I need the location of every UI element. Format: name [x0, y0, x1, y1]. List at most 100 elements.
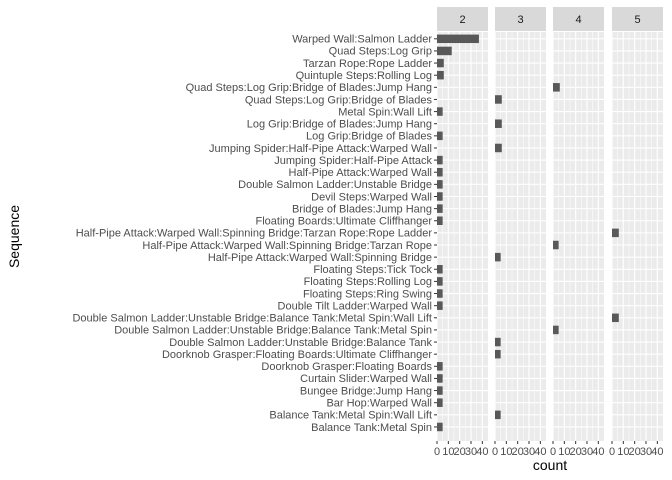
x-tick-label: 20 [629, 446, 641, 458]
y-tick-label: Devil Steps:Warped Wall [311, 191, 432, 203]
bar [437, 155, 443, 165]
y-tick-label: Double Tilt Ladder:Warped Wall [278, 300, 432, 312]
y-tick-label: Half-Pipe Attack:Warped Wall:Spinning Br… [76, 228, 433, 240]
bar [495, 143, 502, 153]
bar [437, 301, 443, 310]
y-tick-label: Balance Tank:Metal Spin:Wall Lift [269, 410, 432, 422]
bar [437, 192, 443, 201]
y-tick-label: Half-Pipe Attack:Warped Wall:Spinning Br… [142, 240, 432, 252]
y-tick-label: Quintuple Steps:Rolling Log [296, 70, 432, 82]
y-tick-label: Double Salmon Ladder:Unstable Bridge [238, 179, 432, 191]
y-tick-label: Curtain Slider:Warped Wall [300, 373, 432, 385]
bar [495, 410, 501, 420]
x-tick-label: 0 [492, 446, 498, 458]
y-tick-label: Doorknob Grasper:Floating Boards [261, 361, 432, 373]
facet-panel-2: 20 10 20 30 40 [434, 7, 488, 458]
x-tick-label: 40 [534, 446, 546, 458]
x-tick-label: 40 [476, 446, 488, 458]
bar [437, 58, 444, 68]
y-tick-label: Jumping Spider:Half-Pipe Attack [274, 155, 432, 167]
x-tick-label: 20 [454, 446, 466, 458]
x-tick-label: 10 [442, 446, 454, 458]
y-tick-label: Doorknob Grasper:Floating Boards:Ultimat… [162, 349, 432, 361]
x-axis-title: count [533, 457, 567, 473]
bar [437, 167, 443, 177]
y-tick-label: Warped Wall:Salmon Ladder [292, 34, 432, 46]
y-tick-label: Bar Hop:Warped Wall [326, 398, 432, 410]
bar [437, 386, 443, 395]
bar [437, 204, 443, 213]
bar [553, 83, 560, 92]
bar [612, 228, 619, 238]
facet-strip-label: 3 [517, 14, 523, 26]
x-tick-label: 0 [609, 446, 615, 458]
y-tick-label: Floating Steps:Rolling Log [304, 276, 432, 288]
facet-strip [612, 7, 663, 31]
y-tick-label: Log Grip:Bridge of Blades [306, 131, 432, 143]
bar [437, 216, 443, 225]
y-tick-label: Tarzan Rope:Rope Ladder [303, 58, 432, 70]
facet-strip-label: 2 [459, 14, 465, 26]
bar [437, 131, 443, 141]
y-tick-label: Bridge of Blades:Jump Hang [292, 203, 432, 215]
x-tick-label: 20 [512, 446, 524, 458]
bar [437, 107, 443, 116]
bar [437, 46, 452, 56]
y-tick-label: Double Salmon Ladder:Unstable Bridge:Bal… [72, 313, 432, 325]
facet-strip-label: 5 [634, 14, 640, 26]
facet-strip-label: 4 [575, 14, 581, 26]
x-tick-label: 10 [558, 446, 570, 458]
bar [437, 70, 444, 80]
x-tick-label: 10 [500, 446, 512, 458]
panel-background [437, 32, 488, 441]
bar [495, 252, 501, 262]
x-tick-label: 40 [651, 446, 663, 458]
y-tick-label: Floating Steps:Ring Swing [303, 288, 432, 300]
x-tick-label: 30 [581, 446, 593, 458]
bar [495, 119, 502, 128]
bar [495, 349, 501, 359]
y-tick-label: Balance Tank:Metal Spin [311, 422, 432, 434]
facet-strip [495, 7, 546, 31]
bar [437, 277, 443, 286]
y-tick-label: Log Grip:Bridge of Blades:Jump Hang [247, 119, 432, 131]
y-tick-label: Bungee Bridge:Jump Hang [300, 385, 432, 397]
bar [437, 34, 479, 44]
x-tick-label: 10 [617, 446, 629, 458]
bar [612, 313, 619, 323]
x-tick-label: 20 [570, 446, 582, 458]
x-tick-label: 30 [640, 446, 652, 458]
bar [553, 240, 559, 250]
x-tick-label: 0 [550, 446, 556, 458]
bar [437, 180, 443, 189]
y-tick-label: Floating Steps:Tick Tock [313, 264, 432, 276]
bar [437, 374, 443, 383]
y-tick-label: Quad Steps:Log Grip:Bridge of Blades:Jum… [186, 82, 432, 94]
panel-background [495, 32, 546, 441]
facet-strip [437, 7, 488, 31]
y-tick-label: Half-Pipe Attack:Warped Wall:Spinning Br… [208, 252, 432, 264]
y-tick-label: Double Salmon Ladder:Unstable Bridge:Bal… [169, 337, 432, 349]
y-tick-label: Double Salmon Ladder:Unstable Bridge:Bal… [114, 325, 432, 337]
bar [437, 398, 443, 407]
bar [553, 325, 559, 335]
panel-background [612, 32, 663, 441]
bar [495, 95, 502, 104]
bar [495, 337, 501, 347]
y-axis-title: Sequence [6, 205, 22, 268]
facet-panel-3: 30 10 20 30 40 [492, 7, 546, 458]
y-tick-label: Jumping Spider:Half-Pipe Attack:Warped W… [209, 143, 432, 155]
y-tick-label: Quad Steps:Log Grip:Bridge of Blades [245, 94, 433, 106]
panel-background [553, 32, 604, 441]
y-tick-label: Floating Boards:Ultimate Cliffhanger [256, 216, 433, 228]
y-tick-label: Metal Spin:Wall Lift [338, 106, 432, 118]
facet-panel-4: 40 10 20 30 40 [550, 7, 604, 458]
bar [437, 362, 443, 371]
bar [437, 289, 443, 298]
x-tick-label: 0 [434, 446, 440, 458]
y-tick-label: Quad Steps:Log Grip [329, 46, 432, 58]
bar [437, 422, 443, 432]
